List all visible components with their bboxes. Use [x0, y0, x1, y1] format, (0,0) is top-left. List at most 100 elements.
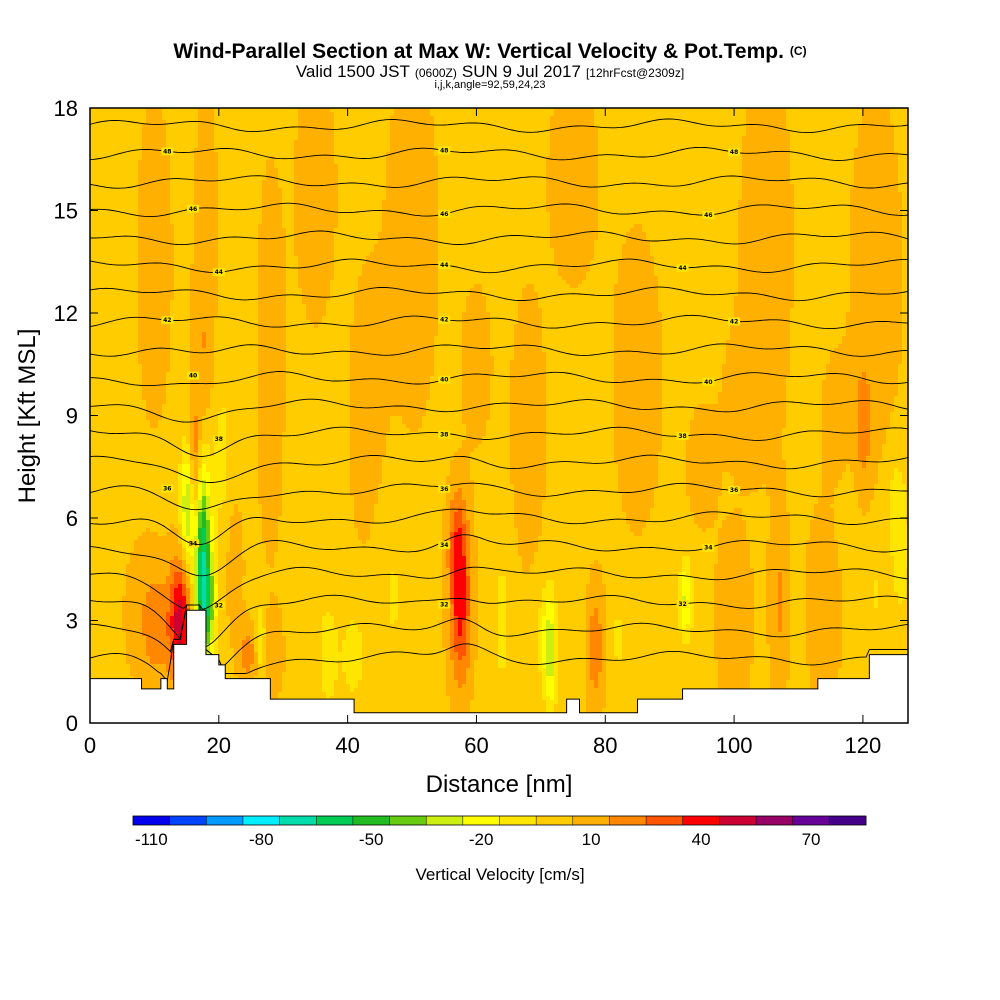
field-cell — [374, 164, 379, 169]
field-cell — [702, 160, 707, 165]
field-cell — [398, 188, 403, 193]
field-cell — [326, 120, 331, 125]
field-cell — [322, 180, 327, 185]
field-cell — [654, 144, 659, 149]
field-cell — [138, 116, 143, 121]
field-cell — [662, 144, 667, 149]
field-cell — [886, 176, 891, 181]
field-cell — [94, 156, 99, 161]
field-cell — [558, 152, 563, 157]
field-cell — [254, 184, 259, 189]
field-cell — [810, 120, 815, 125]
field-cell — [770, 184, 775, 189]
field-cell — [678, 112, 683, 117]
field-cell — [162, 160, 167, 165]
field-cell — [314, 144, 319, 149]
field-cell — [526, 112, 531, 117]
field-cell — [338, 168, 343, 173]
field-cell — [110, 136, 115, 141]
field-cell — [602, 136, 607, 141]
field-cell — [326, 168, 331, 173]
field-cell — [654, 164, 659, 169]
field-cell — [522, 120, 527, 125]
field-cell — [422, 156, 427, 161]
field-cell — [878, 188, 883, 193]
field-cell — [522, 180, 527, 185]
field-cell — [298, 188, 303, 193]
field-cell — [358, 164, 363, 169]
field-cell — [798, 172, 803, 177]
field-cell — [190, 112, 195, 117]
field-cell — [618, 172, 623, 177]
field-cell — [102, 140, 107, 145]
field-cell — [94, 136, 99, 141]
field-cell — [146, 188, 151, 193]
field-cell — [774, 176, 779, 181]
field-cell — [498, 172, 503, 177]
field-cell — [662, 116, 667, 121]
field-cell — [134, 152, 139, 157]
field-cell — [362, 144, 367, 149]
field-cell — [570, 140, 575, 145]
field-cell — [242, 132, 247, 137]
field-cell — [326, 140, 331, 145]
field-cell — [802, 148, 807, 153]
field-cell — [338, 120, 343, 125]
field-cell — [566, 184, 571, 189]
field-cell — [354, 168, 359, 173]
field-cell — [494, 192, 499, 197]
field-cell — [598, 172, 603, 177]
field-cell — [178, 188, 183, 193]
field-cell — [130, 176, 135, 181]
field-cell — [162, 116, 167, 121]
field-cell — [518, 180, 523, 185]
field-cell — [746, 120, 751, 125]
field-cell — [678, 164, 683, 169]
field-cell — [594, 128, 599, 133]
field-cell — [314, 160, 319, 165]
field-cell — [358, 136, 363, 141]
field-cell — [330, 172, 335, 177]
field-cell — [134, 112, 139, 117]
field-cell — [414, 176, 419, 181]
field-cell — [278, 172, 283, 177]
field-cell — [586, 140, 591, 145]
field-cell — [734, 160, 739, 165]
field-cell — [710, 188, 715, 193]
field-cell — [190, 120, 195, 125]
field-cell — [786, 156, 791, 161]
field-cell — [746, 164, 751, 169]
field-cell — [318, 164, 323, 169]
field-cell — [546, 112, 551, 117]
field-cell — [854, 176, 859, 181]
field-cell — [794, 168, 799, 173]
field-cell — [178, 180, 183, 185]
field-cell — [658, 156, 663, 161]
field-cell — [614, 164, 619, 169]
field-cell — [226, 184, 231, 189]
field-cell — [518, 164, 523, 169]
field-cell — [146, 156, 151, 161]
field-cell — [538, 112, 543, 117]
field-cell — [266, 172, 271, 177]
field-cell — [290, 144, 295, 149]
field-cell — [762, 180, 767, 185]
field-cell — [766, 144, 771, 149]
field-cell — [546, 148, 551, 153]
field-cell — [674, 168, 679, 173]
field-cell — [486, 116, 491, 121]
field-cell — [822, 144, 827, 149]
field-cell — [518, 112, 523, 117]
field-cell — [286, 120, 291, 125]
field-cell — [246, 152, 251, 157]
field-cell — [866, 132, 871, 137]
field-cell — [354, 176, 359, 181]
field-cell — [882, 160, 887, 165]
field-cell — [374, 192, 379, 197]
field-cell — [682, 152, 687, 157]
field-cell — [870, 156, 875, 161]
field-cell — [310, 180, 315, 185]
field-cell — [310, 136, 315, 141]
field-cell — [294, 168, 299, 173]
field-cell — [174, 140, 179, 145]
